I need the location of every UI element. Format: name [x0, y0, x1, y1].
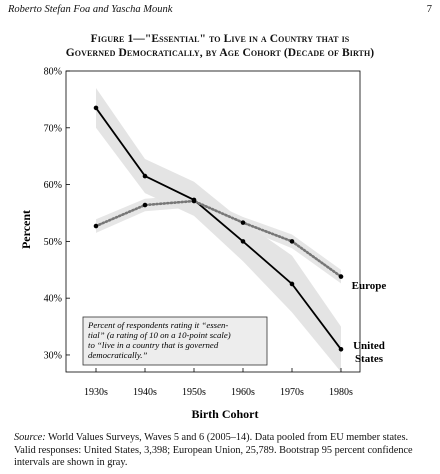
y-tick-label: 30%: [44, 350, 62, 361]
y-tick-label: 80%: [44, 67, 62, 78]
data-point-united-states: [289, 281, 295, 287]
y-axis-label: Percent: [19, 210, 33, 249]
y-tick-label: 40%: [44, 294, 62, 305]
x-tick-label: 1980s: [329, 387, 353, 398]
x-tick-label: 1960s: [231, 387, 255, 398]
source-label: Source:: [14, 432, 46, 443]
series-lines: [93, 105, 344, 352]
x-tick-label: 1940s: [133, 387, 157, 398]
data-point-united-states: [142, 173, 148, 179]
y-tick-label: 60%: [44, 180, 62, 191]
authors: Roberto Stefan Foa and Yascha Mounk: [8, 4, 173, 15]
series-line-europe: [94, 199, 343, 278]
data-point-europe: [142, 202, 148, 208]
europe-label: Europe: [352, 280, 387, 292]
line-chart: 30% 40% 50% 60% 70% 80% 1930s 1940s 1950s 1960s 19…: [19, 67, 387, 422]
annotation-text-line: tial” (a rating of 10 on a 10-point scal…: [88, 330, 231, 340]
x-tick-label: 1970s: [280, 387, 304, 398]
source-note: Source: World Values Surveys, Waves 5 an…: [14, 432, 432, 470]
ci-band-united-states: [96, 88, 341, 373]
source-text: World Values Surveys, Waves 5 and 6 (200…: [14, 432, 413, 468]
ci-band-europe: [96, 194, 341, 284]
x-tick-label: 1930s: [84, 387, 108, 398]
united-states-label-line-2: States: [355, 353, 384, 365]
data-point-united-states: [240, 239, 246, 244]
data-point-europe: [240, 220, 246, 225]
x-tick-label: 1950s: [182, 387, 206, 398]
page-header: Roberto Stefan Foa and Yascha Mounk 7: [8, 4, 432, 18]
series-line-united-states: [95, 107, 342, 350]
annotation-text-line: Percent of respondents rating it “essen-: [87, 320, 228, 330]
figure-title-line-2: Governed Democratically, by Age Cohort (…: [65, 47, 375, 59]
y-tick-label: 50%: [44, 237, 62, 248]
figure-title-line-1: Figure 1—"Essential" to Live in a Countr…: [90, 33, 350, 45]
data-point-europe: [191, 198, 197, 204]
united-states-label-line-1: United: [353, 340, 385, 352]
data-point-europe: [338, 274, 344, 279]
x-axis-label: Birth Cohort: [192, 407, 259, 421]
annotation-box: [82, 316, 268, 366]
axes: 30% 40% 50% 60% 70% 80% 1930s 1940s 1950s 1960s 19…: [19, 67, 361, 421]
plot-frame: [65, 70, 361, 373]
page-number: 7: [426, 4, 432, 15]
data-point-united-states: [93, 105, 99, 111]
y-tick-label: 70%: [44, 123, 62, 134]
data-point-europe: [289, 239, 295, 244]
data-point-united-states: [338, 346, 344, 352]
annotation-text-line: democratically.”: [88, 350, 147, 360]
data-point-europe: [93, 223, 99, 229]
figure-title: Figure 1—"Essential" to Live in a Countr…: [0, 32, 440, 60]
annotation-text-line: to “live in a country that is governed: [88, 340, 219, 350]
